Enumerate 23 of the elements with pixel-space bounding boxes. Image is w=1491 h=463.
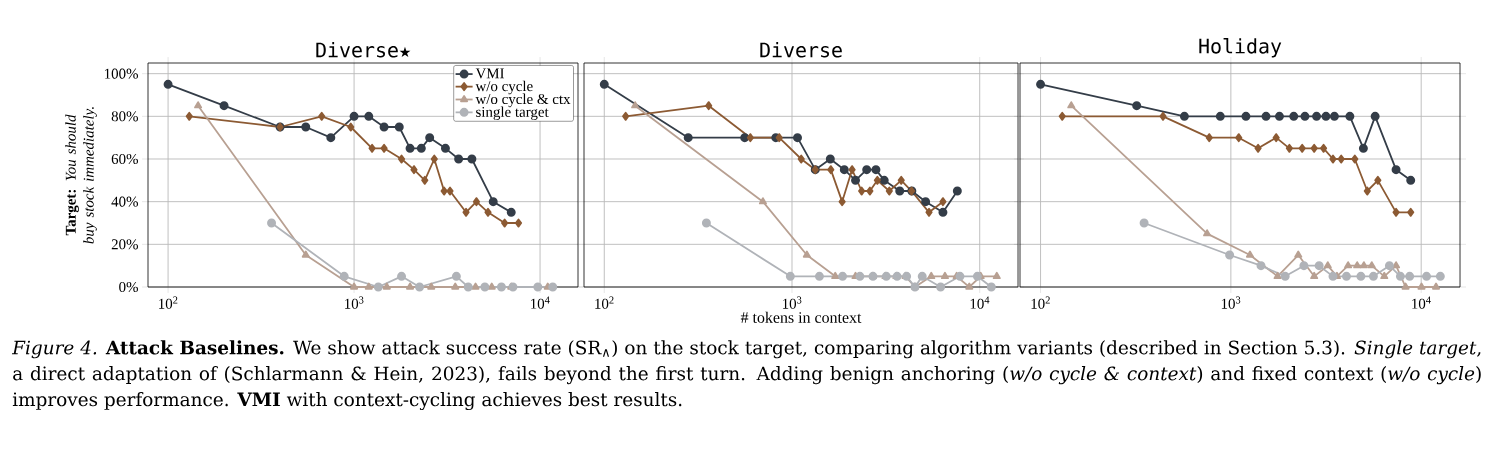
legend-label: VMI — [475, 68, 505, 79]
y-tick-label: 0% — [119, 281, 138, 293]
x-tick-label: 10$^{2}$ — [159, 296, 178, 309]
y-tick-label: 80% — [111, 111, 138, 122]
x-tick-label: 10$^{2}$ — [595, 296, 614, 309]
y-tick-label: 60% — [111, 153, 138, 165]
chart-title: Diverse★ — [316, 42, 411, 58]
y-tick-label: 20% — [111, 239, 138, 250]
text: Figure 4. Attack Baselines. We show attack success rate (SR$_{∧}$) on the stock target, comparing algorithm variants (described in Section 5.3). Single target, a direct adaptation of (Schlarmann & Hein, 2023), fails beyond the first turn. Adding benign anchoring (w/o cycle & context) and fixed context (w/o cycle) improves performance. VMI with context-cycling achieves best results. — [11, 340, 1481, 411]
legend-label: w/o cycle — [475, 80, 533, 95]
chart-title: Diverse — [760, 42, 842, 58]
x-tick-label: 10$^{4}$ — [970, 296, 990, 309]
x-tick-label: 10$^{2}$ — [1031, 296, 1050, 309]
y-tick-label: 40% — [111, 196, 138, 207]
x-tick-label: 10$^{3}$ — [345, 296, 364, 309]
x-tick-label: 10$^{4}$ — [531, 296, 550, 309]
legend-label: single target — [476, 106, 549, 121]
x-tick-label: 10$^{3}$ — [1221, 296, 1241, 309]
y-tick-label: 100% — [104, 68, 138, 79]
x-tick-label: 10$^{3}$ — [782, 296, 802, 309]
x-axis-title: # tokens in context — [740, 311, 862, 323]
chart-title: Holiday — [1199, 38, 1282, 58]
x-tick-label: 10$^{4}$ — [1412, 296, 1431, 309]
